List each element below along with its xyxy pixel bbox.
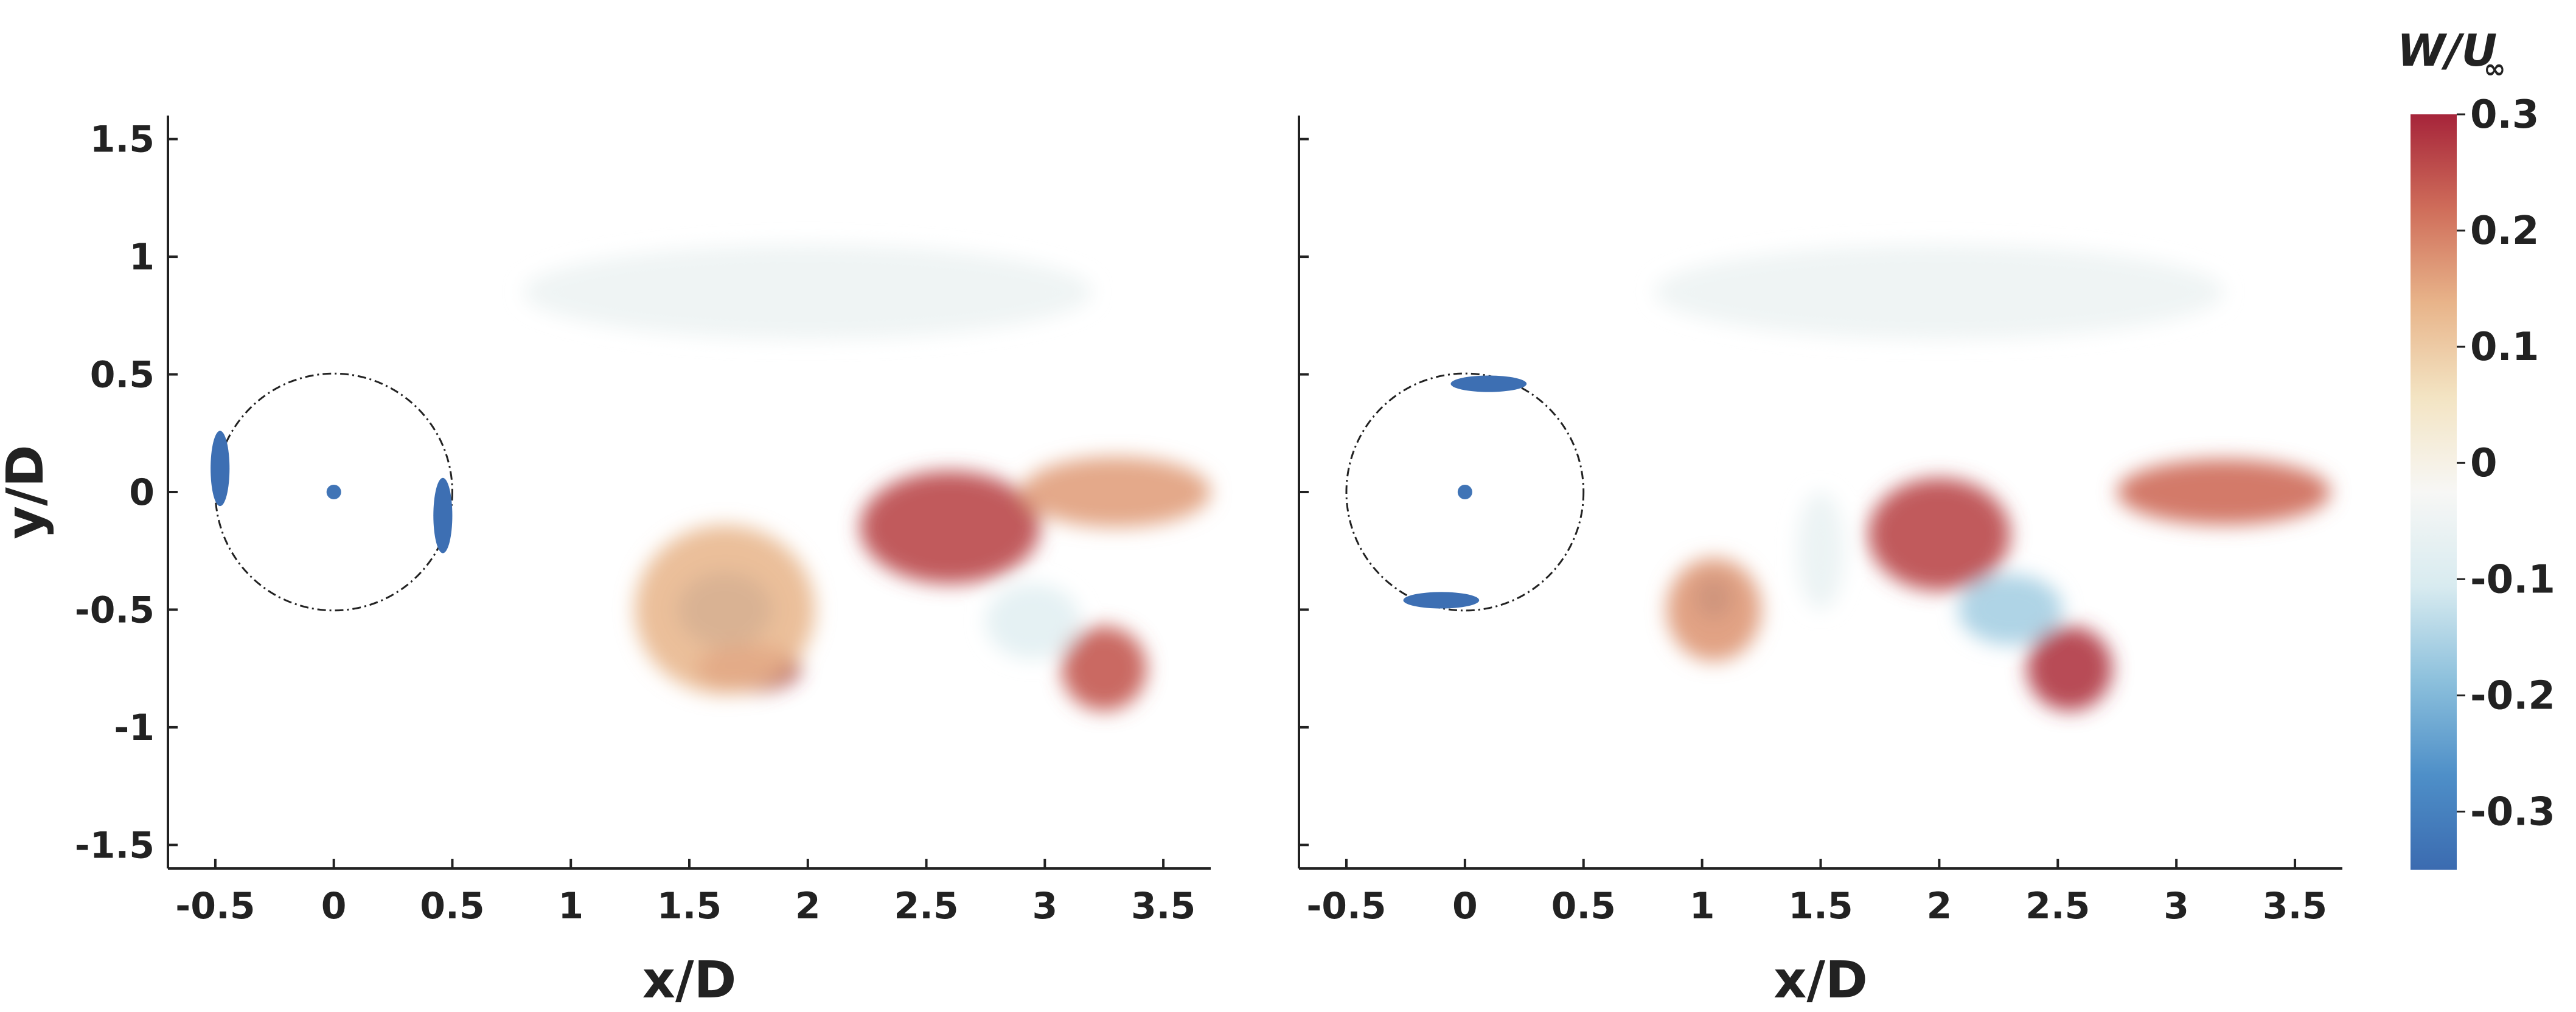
heatmap-blob-5 — [1061, 626, 1147, 711]
heatmap-blob-2 — [1868, 477, 2011, 591]
cylinder-outline — [1345, 372, 1585, 612]
colorbar: 0.3 0.2 0.1 0 -0.1 -0.2 -0.3 W/U∞ — [2397, 25, 2555, 870]
x-tick-label: -0.5 — [1306, 885, 1386, 927]
heatmap-blob-6 — [985, 583, 1081, 659]
right-panel: -0.5 0 0.5 1 1.5 2 2.5 3 3.5 x/D — [1298, 116, 2342, 1010]
cylinder-center-dot — [1457, 485, 1472, 499]
x-tick-label: 3.5 — [2263, 885, 2327, 927]
heatmap-blob-1 — [1666, 558, 1762, 662]
colorbar-tick-label: 0.3 — [2470, 92, 2539, 137]
colorbar-gradient — [2411, 114, 2457, 870]
x-tick-label: 0 — [1452, 885, 1478, 927]
y-tick-label: -0.5 — [75, 589, 155, 631]
colorbar-tick-label: 0 — [2470, 441, 2498, 486]
heatmap-blob-7 — [523, 244, 1093, 339]
y-tick-label: -1.5 — [75, 824, 155, 867]
heatmap-blob-2 — [635, 525, 815, 695]
surface-patch-0 — [1450, 375, 1527, 392]
colorbar-title-subscript: ∞ — [2484, 54, 2506, 85]
y-axis-label: y/D — [0, 445, 55, 539]
surface-patch-0 — [211, 431, 230, 507]
heatmap-field — [523, 244, 1211, 711]
y-tick-label: 1.5 — [90, 119, 155, 161]
x-tick-label: 2 — [1927, 885, 1952, 927]
colorbar-tick-label: 0.2 — [2470, 209, 2539, 254]
x-tick-label: 1 — [1690, 885, 1715, 927]
x-tick-label: 0.5 — [420, 885, 484, 927]
colorbar-tick-label: -0.2 — [2470, 673, 2555, 718]
x-tick-label: 0 — [321, 885, 347, 927]
x-axis-label: x/D — [1774, 950, 1868, 1010]
y-tick-label: 1 — [129, 236, 155, 279]
y-tick-label: 0 — [129, 471, 155, 514]
heatmap-blob-4 — [1958, 574, 2063, 645]
heatmap-blob-3 — [2117, 459, 2331, 525]
x-tick-label: 2.5 — [2025, 885, 2090, 927]
surface-patch-1 — [1403, 592, 1480, 609]
heatmap-blob-5 — [2027, 626, 2112, 711]
heatmap-blob-3 — [860, 471, 1040, 584]
heatmap-field — [1654, 244, 2331, 711]
x-tick-label: 2.5 — [894, 885, 958, 927]
heatmap-blob-7 — [1654, 244, 2224, 339]
colorbar-title: W/U — [2397, 25, 2497, 76]
x-tick-label: 1 — [558, 885, 583, 927]
y-tick-label: 0.5 — [90, 354, 155, 397]
heatmap-blob-6 — [1797, 492, 1845, 610]
colorbar-tick-label: 0.1 — [2470, 325, 2539, 370]
x-axis-label: x/D — [642, 950, 737, 1010]
x-tick-label: 1.5 — [1788, 885, 1853, 927]
x-tick-label: 2 — [795, 885, 821, 927]
left-panel: -0.5 0 0.5 1 1.5 2 2.5 3 3.5 1.5 1 0.5 0 -0.5 -1 -1.5 x/… — [0, 116, 1211, 1010]
colorbar-tick-label: -0.3 — [2470, 789, 2555, 834]
y-tick-label: -1 — [114, 707, 155, 749]
x-tick-label: 3.5 — [1131, 885, 1196, 927]
cylinder-center-dot — [326, 485, 341, 499]
x-tick-label: 3 — [2163, 885, 2189, 927]
heatmap-blob-4 — [1021, 456, 1211, 528]
surface-patch-1 — [433, 477, 453, 553]
colorbar-tick-label: -0.1 — [2470, 557, 2555, 602]
x-tick-label: -0.5 — [175, 885, 255, 927]
x-tick-label: 1.5 — [657, 885, 722, 927]
x-tick-label: 3 — [1032, 885, 1057, 927]
x-tick-label: 0.5 — [1551, 885, 1616, 927]
